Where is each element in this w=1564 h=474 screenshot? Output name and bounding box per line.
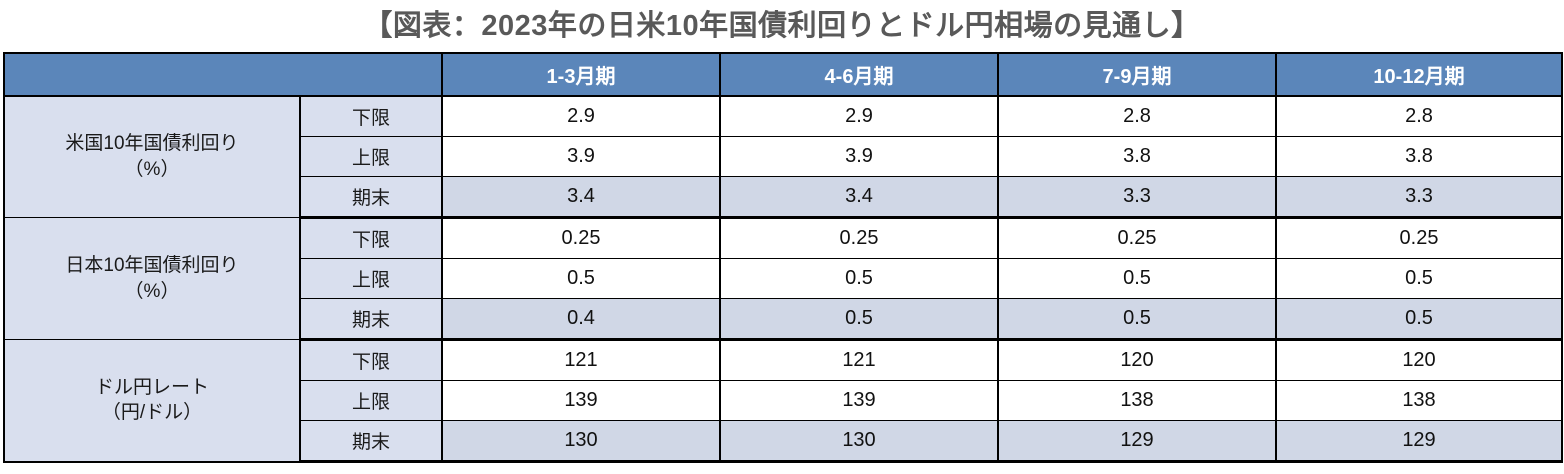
cell-value: 121	[719, 339, 999, 381]
cell-value: 130	[719, 420, 999, 463]
cell-value: 3.4	[719, 176, 999, 219]
table-row-jp-period-end: 期末 0.4 0.5 0.5 0.5	[4, 298, 1563, 341]
cell-value: 3.8	[1275, 136, 1563, 177]
row-sublabel: 期末	[299, 176, 443, 219]
cell-value: 3.9	[441, 136, 721, 177]
table-row-fx-lower: ドル円レート （円/ドル） 下限 121 121 120 120	[3, 339, 1563, 462]
col-header-q3: 7-9月期	[997, 52, 1277, 97]
cell-value: 2.9	[441, 95, 721, 137]
cell-value: 3.9	[719, 136, 999, 177]
table-row-fx-period-end: 期末 130 130 129 129	[4, 420, 1563, 463]
cell-value: 0.5	[997, 298, 1277, 341]
cell-value: 0.25	[997, 217, 1277, 259]
row-sublabel: 期末	[299, 420, 443, 463]
row-group-label-fx: ドル円レート （円/ドル）	[3, 339, 301, 462]
col-header-q2: 4-6月期	[719, 52, 999, 97]
group-unit-text: （%）	[124, 280, 180, 302]
cell-value: 0.5	[997, 258, 1277, 299]
row-sublabel: 上限	[299, 380, 443, 421]
cell-value: 0.25	[719, 217, 999, 259]
table-row-us-lower: 米国10年国債利回り （%） 下限 2.9 2.9 2.8 2.8	[3, 95, 1563, 218]
header-row: 1-3月期 4-6月期 7-9月期 10-12月期	[3, 52, 1563, 97]
cell-value: 2.8	[997, 95, 1277, 137]
table-body: 米国10年国債利回り （%） 下限 2.9 2.9 2.8 2.8 上限 3.9…	[3, 95, 1563, 463]
cell-value: 120	[1275, 339, 1563, 381]
cell-value: 138	[1275, 380, 1563, 421]
row-group-label-us: 米国10年国債利回り （%）	[3, 95, 301, 218]
table-row-jp-upper: 上限 0.5 0.5 0.5 0.5	[4, 258, 1563, 299]
cell-value: 3.8	[997, 136, 1277, 177]
cell-value: 120	[997, 339, 1277, 381]
row-sublabel: 上限	[299, 258, 443, 299]
cell-value: 3.3	[997, 176, 1277, 219]
row-group-label-jp: 日本10年国債利回り （%）	[3, 217, 301, 340]
col-header-q1: 1-3月期	[441, 52, 721, 97]
cell-value: 0.5	[441, 258, 721, 299]
table-row-jp-lower: 日本10年国債利回り （%） 下限 0.25 0.25 0.25 0.25	[3, 217, 1563, 340]
cell-value: 139	[441, 380, 721, 421]
cell-value: 130	[441, 420, 721, 463]
col-header-q4: 10-12月期	[1275, 52, 1563, 97]
row-sublabel: 上限	[299, 136, 443, 177]
row-sublabel: 下限	[299, 217, 443, 259]
group-unit-text: （円/ドル）	[101, 402, 203, 424]
row-sublabel: 下限	[299, 95, 443, 137]
cell-value: 129	[997, 420, 1277, 463]
cell-value: 138	[997, 380, 1277, 421]
cell-value: 0.25	[441, 217, 721, 259]
group-label-text: 米国10年国債利回り	[65, 133, 239, 155]
table-header: 1-3月期 4-6月期 7-9月期 10-12月期	[3, 52, 1563, 97]
group-label-text: ドル円レート	[94, 376, 209, 398]
cell-value: 139	[719, 380, 999, 421]
cell-value: 0.4	[441, 298, 721, 341]
cell-value: 0.5	[719, 258, 999, 299]
table-row-fx-upper: 上限 139 139 138 138	[4, 380, 1563, 421]
cell-value: 2.9	[719, 95, 999, 137]
row-sublabel: 下限	[299, 339, 443, 381]
group-label-text: 日本10年国債利回り	[65, 254, 239, 276]
cell-value: 0.5	[719, 298, 999, 341]
chart-title: 【図表：2023年の日米10年国債利回りとドル円相場の見通し】	[363, 10, 1201, 42]
cell-value: 0.25	[1275, 217, 1563, 259]
group-unit-text: （%）	[124, 159, 180, 180]
corner-cell	[3, 52, 443, 97]
forecast-table: 1-3月期 4-6月期 7-9月期 10-12月期 米国10年国債利回り （%）…	[3, 52, 1563, 463]
table-row-us-period-end: 期末 3.4 3.4 3.3 3.3	[4, 176, 1563, 219]
row-sublabel: 期末	[299, 298, 443, 341]
cell-value: 129	[1275, 420, 1563, 463]
cell-value: 3.3	[1275, 176, 1563, 219]
cell-value: 0.5	[1275, 258, 1563, 299]
cell-value: 121	[441, 339, 721, 381]
cell-value: 3.4	[441, 176, 721, 219]
cell-value: 2.8	[1275, 95, 1563, 137]
cell-value: 0.5	[1275, 298, 1563, 341]
table-row-us-upper: 上限 3.9 3.9 3.8 3.8	[4, 136, 1563, 177]
